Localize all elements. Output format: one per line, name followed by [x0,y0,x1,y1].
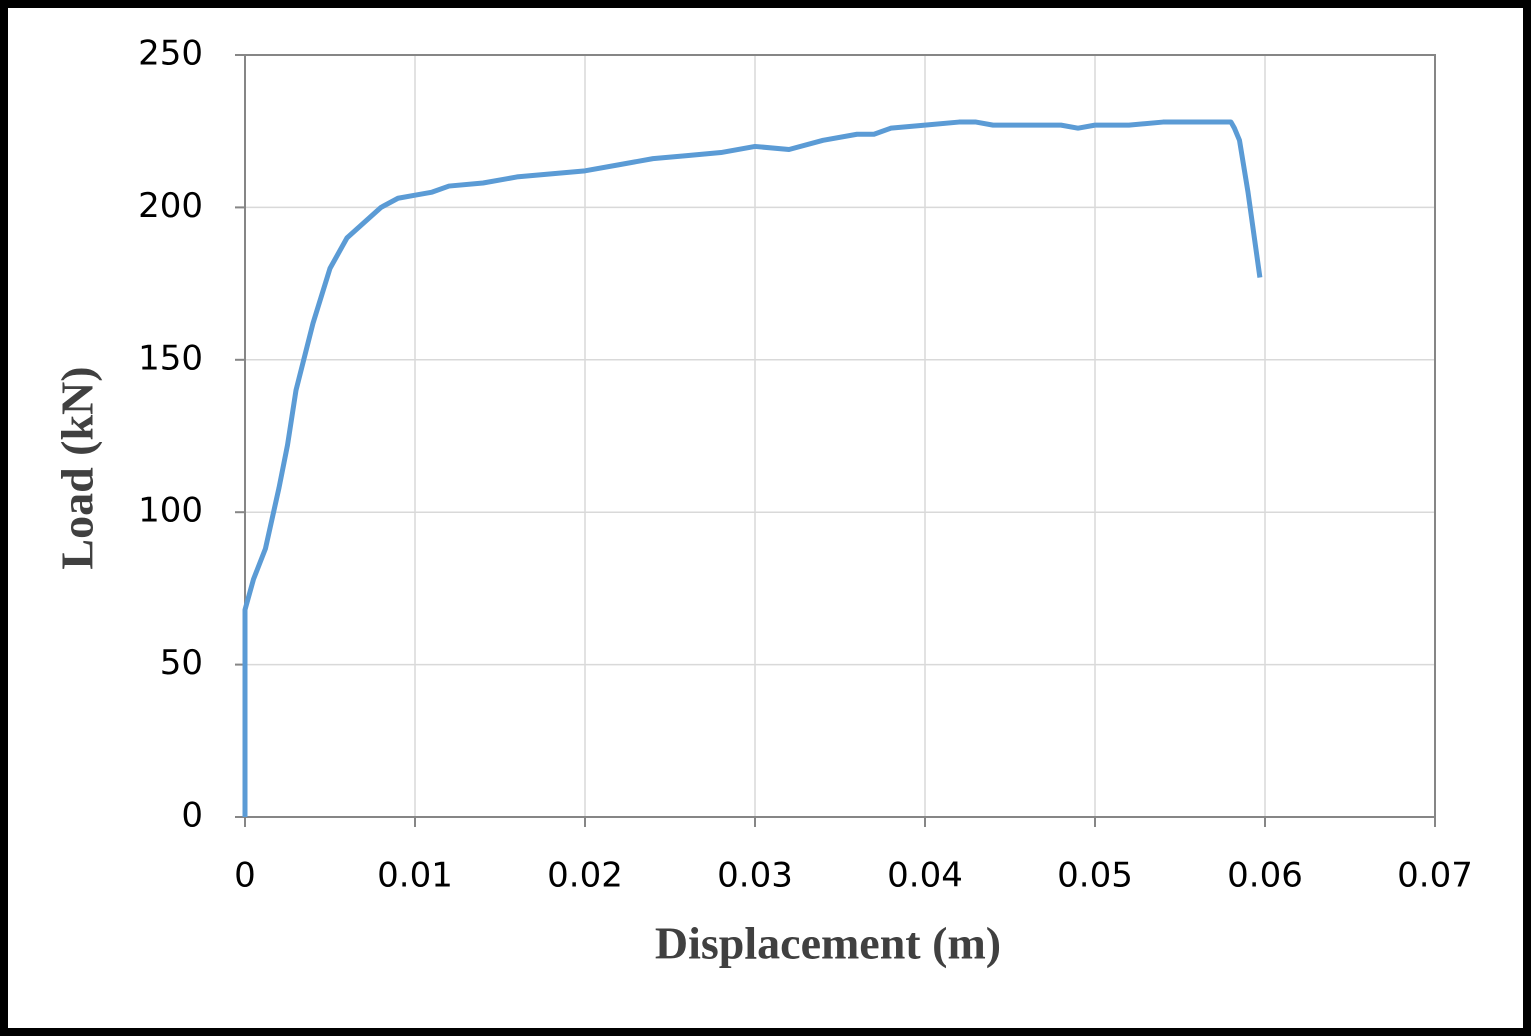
y-axis-title: Load (kN) [52,366,103,569]
x-tick-label: 0.04 [887,856,963,896]
x-tick-label: 0 [234,856,256,896]
y-tick-label: 50 [160,643,203,683]
x-tick-label: 0.03 [717,856,793,896]
plot-border [244,54,1436,818]
y-tick-label: 200 [138,186,203,226]
y-tick-label: 100 [138,491,203,531]
x-tick-label: 0.01 [377,856,453,896]
x-tick-label: 0.05 [1057,856,1133,896]
x-tick-label: 0.07 [1397,856,1473,896]
y-tick-label: 0 [181,796,203,836]
data-line [242,119,1263,817]
x-tick-label: 0.06 [1227,856,1303,896]
y-tick-label: 150 [138,338,203,378]
y-tick-label: 250 [138,34,203,74]
x-axis-title: Displacement (m) [655,918,1001,969]
x-tick-label: 0.02 [547,856,623,896]
